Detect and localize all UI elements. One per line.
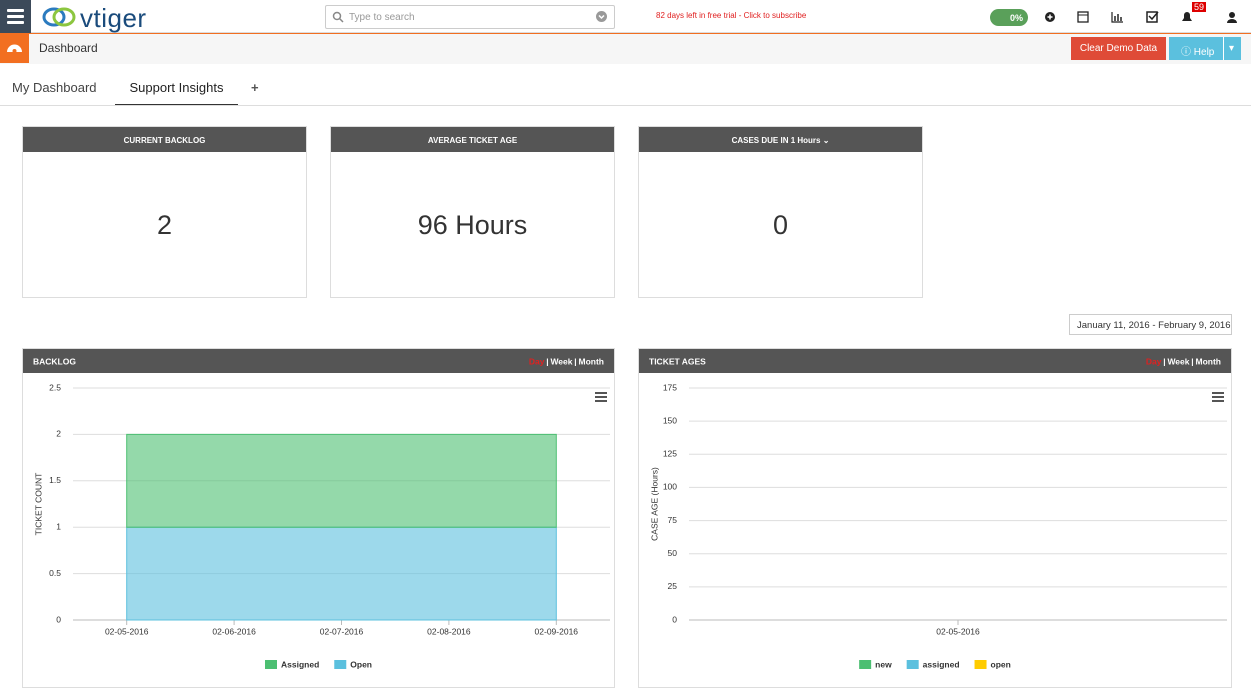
widget-value: 2 (156, 210, 173, 240)
widget-title: CURRENT BACKLOG (23, 127, 306, 152)
chart: TICKET AGES Month|Week|Day025507510012515… (639, 349, 1231, 669)
legend-swatch (859, 660, 872, 669)
y-tick-label: 0.5 (49, 568, 61, 578)
tab-active[interactable]: Support Insights (115, 80, 238, 106)
y-tick-label: 150 (663, 415, 677, 425)
legend-label[interactable]: open (991, 659, 1011, 669)
y-axis-label: CASE AGE (Hours) (649, 467, 659, 541)
x-tick-label: 02-09-2016 (535, 626, 579, 636)
y-tick-label: 175 (663, 382, 677, 392)
chart-header (23, 349, 614, 373)
tab-divider (0, 105, 1251, 106)
x-tick-label: 02-06-2016 (212, 626, 256, 636)
toolbar (0, 33, 1251, 64)
chart-panel: BACKLOG Month | Week | Day 0 0.5 1 1.5 2 2.5 TICKET … (22, 348, 615, 688)
top-bar (0, 0, 1251, 33)
y-tick-label: 0 (672, 614, 677, 624)
legend-swatch (265, 660, 277, 669)
chart-title: TICKET AGES (649, 356, 706, 366)
y-tick-label: 2 (56, 429, 61, 439)
clear-demo-button[interactable]: Clear Demo Data (1071, 37, 1166, 60)
period-link[interactable]: Day (1146, 356, 1162, 366)
legend-label[interactable]: assigned (923, 659, 960, 669)
menu-icon[interactable] (1212, 400, 1224, 402)
chart-header (639, 349, 1231, 373)
legend-swatch (906, 660, 919, 669)
legend: new assigned open (859, 659, 1011, 669)
toolbar-title: Dashboard (39, 41, 98, 55)
help-label: Help (1193, 47, 1215, 58)
period-link[interactable]: Day (529, 356, 545, 366)
search-box[interactable]: Type to search (325, 5, 615, 29)
chart: BACKLOG Month|Week|Day00.511.522.5TICKET … (23, 349, 614, 669)
x-tick-label: 02-07-2016 (320, 626, 364, 636)
y-tick-label: 25 (668, 581, 678, 591)
legend: Assigned Open (265, 659, 372, 669)
search-dropdown[interactable] (596, 11, 607, 22)
legend-label[interactable]: Assigned (281, 659, 319, 669)
separator: | (574, 356, 576, 366)
widget-value: 0 (772, 210, 789, 240)
legend-swatch (974, 660, 987, 669)
separator: | (1191, 356, 1193, 366)
y-axis-label: TICKET COUNT (33, 473, 43, 536)
y-tick-label: 50 (668, 548, 678, 558)
search-icon (332, 11, 344, 23)
period-link[interactable]: Month (1196, 356, 1222, 366)
menu-icon[interactable] (1212, 392, 1224, 394)
x-tick-label: 02-05-2016 (936, 626, 980, 636)
separator: | (546, 356, 548, 366)
widget-title: AVERAGE TICKET AGE (331, 127, 614, 152)
y-tick-label: 1 (56, 521, 61, 531)
legend-swatch (334, 660, 347, 669)
chart-panel: TICKET AGES Month | Week | Day 0 25 50 75 100 125 15… (638, 348, 1232, 688)
widget-title: CASES DUE IN 1 Hours (731, 136, 821, 145)
widget-header[interactable]: CASES DUE IN 1 Hours ⌄ (639, 127, 922, 152)
menu-icon[interactable] (595, 392, 607, 394)
trial-notice[interactable]: 82 days left in free trial - Click to su… (656, 11, 807, 20)
period-link[interactable]: Week (550, 356, 572, 366)
widget-value: 96 Hours (417, 210, 528, 240)
add-tab[interactable]: + (251, 80, 259, 95)
widget: CASES DUE IN 1 Hours ⌄ 0 (638, 126, 923, 298)
y-tick-label: 125 (663, 449, 677, 459)
menu-icon[interactable] (595, 396, 607, 398)
help-button[interactable]: ⓘ Help ▾ (1169, 37, 1241, 60)
legend-label[interactable]: new (875, 659, 892, 669)
y-tick-label: 0 (56, 614, 61, 624)
header-icons (1045, 11, 1237, 23)
separator: | (1163, 356, 1165, 366)
y-tick-label: 2.5 (49, 382, 61, 392)
chart-title: BACKLOG (33, 356, 76, 366)
progress-badge[interactable]: 0% (990, 9, 1028, 26)
date-range[interactable]: January 11, 2016 - February 9, 2016 (1069, 314, 1232, 335)
menu-icon[interactable] (595, 400, 607, 402)
logo: vtiger (80, 3, 147, 33)
x-tick-label: 02-05-2016 (105, 626, 149, 636)
menu-icon[interactable] (1212, 396, 1224, 398)
legend-label[interactable]: Open (350, 659, 372, 669)
period-link[interactable]: Month (579, 356, 605, 366)
tab[interactable]: My Dashboard (12, 80, 97, 95)
area (126, 433, 557, 528)
area (126, 526, 557, 621)
y-tick-label: 1.5 (49, 475, 61, 485)
y-tick-label: 100 (663, 482, 677, 492)
menu-button[interactable] (0, 0, 31, 33)
notification-count: 59 (1192, 2, 1207, 12)
logo-icon (42, 7, 76, 27)
period-link[interactable]: Week (1167, 356, 1189, 366)
y-tick-label: 75 (668, 515, 678, 525)
widget: AVERAGE TICKET AGE 96 Hours (330, 126, 615, 298)
dashboard-icon (0, 34, 29, 63)
x-tick-label: 02-08-2016 (427, 626, 471, 636)
search-placeholder: Type to search (349, 12, 415, 23)
widget: CURRENT BACKLOG 2 (22, 126, 307, 298)
